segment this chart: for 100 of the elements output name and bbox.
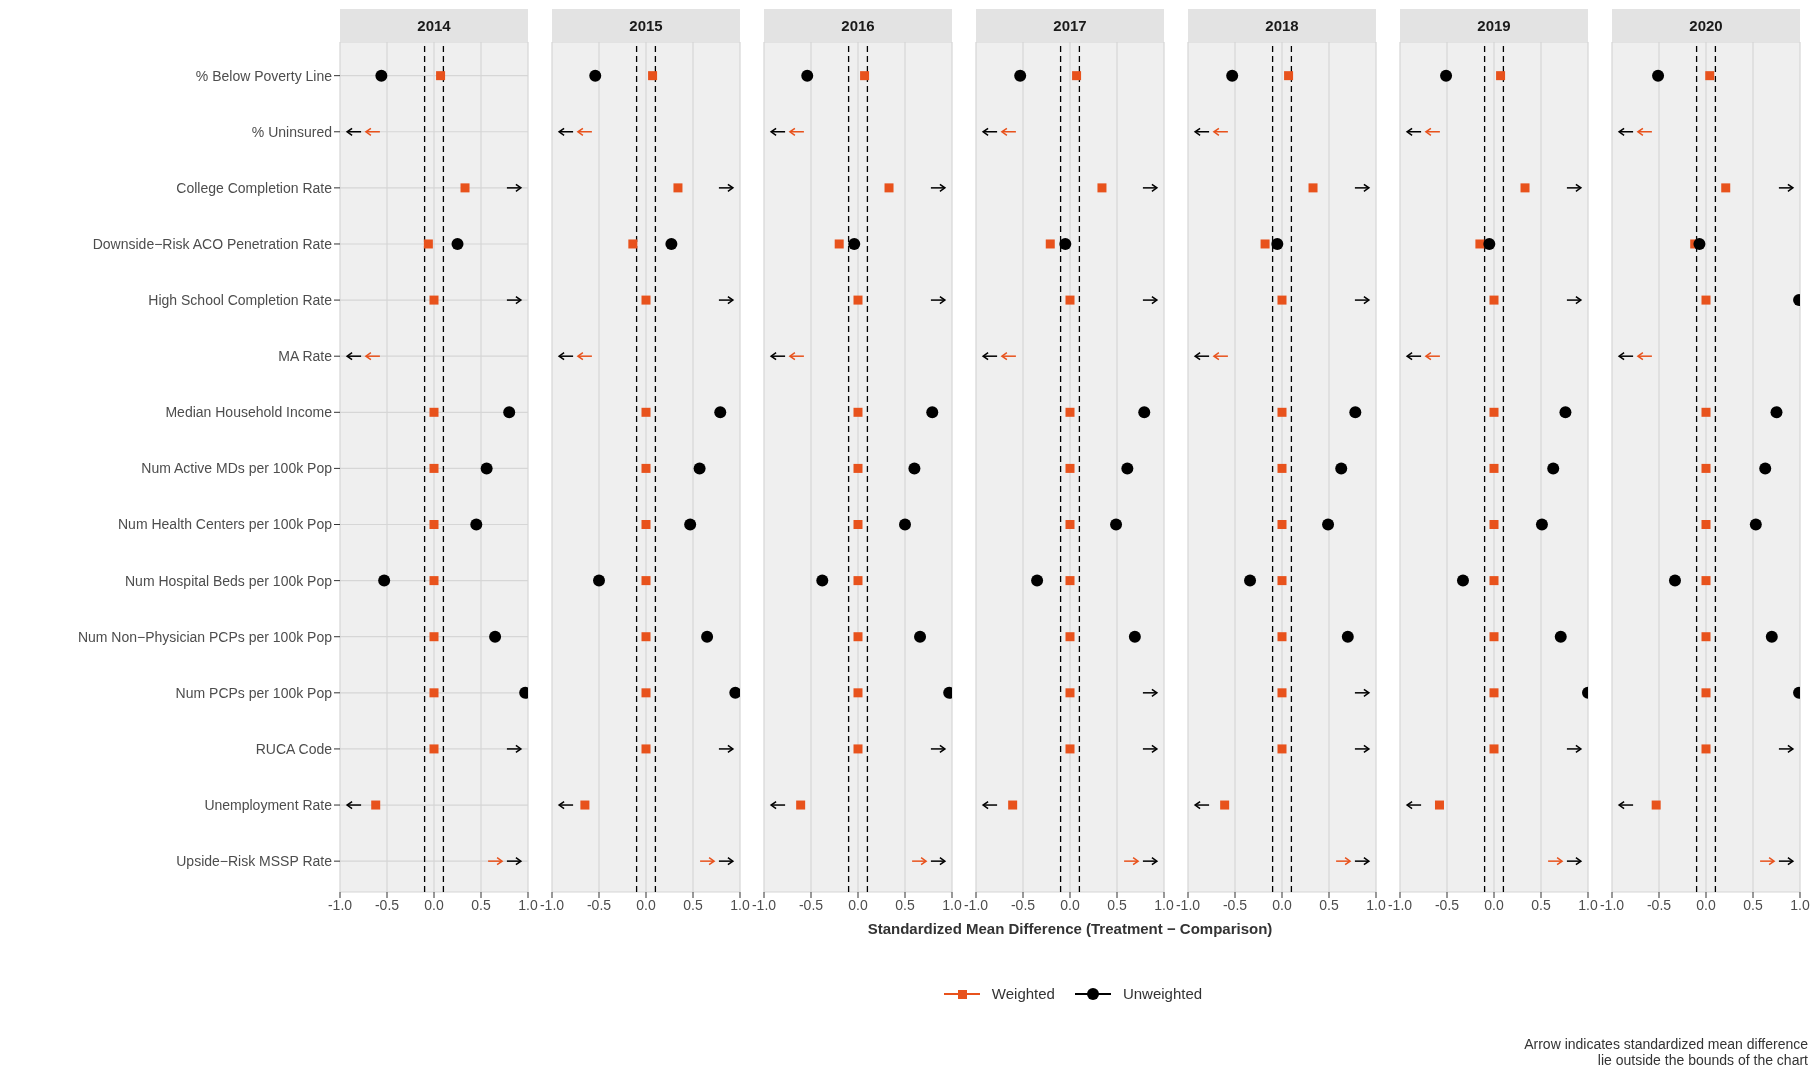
point xyxy=(1065,688,1075,698)
point xyxy=(1701,520,1711,530)
y-tick-label: Num Active MDs per 100k Pop xyxy=(141,460,333,477)
point xyxy=(853,632,863,642)
point xyxy=(460,183,470,193)
point xyxy=(884,183,894,193)
point xyxy=(1008,800,1018,810)
point xyxy=(593,574,605,587)
point xyxy=(1220,800,1230,810)
point xyxy=(853,688,863,698)
point xyxy=(429,576,439,586)
point xyxy=(1277,632,1287,642)
point xyxy=(1045,239,1055,249)
point xyxy=(1065,632,1075,642)
point xyxy=(1547,462,1560,475)
point xyxy=(853,407,863,417)
point xyxy=(1065,463,1075,473)
point xyxy=(1277,688,1287,698)
point xyxy=(1031,574,1044,587)
point xyxy=(1065,744,1075,754)
x-tick-label: 0.0 xyxy=(1060,896,1080,913)
x-tick-label: -0.5 xyxy=(1222,896,1248,913)
point xyxy=(1489,744,1499,754)
point xyxy=(1651,800,1661,810)
point xyxy=(1489,576,1499,586)
y-tick-label: Downside−Risk ACO Penetration Rate xyxy=(92,235,333,252)
point xyxy=(480,462,493,475)
chart-title: 2017 xyxy=(976,9,1164,42)
point xyxy=(1652,69,1665,82)
point xyxy=(1701,295,1711,305)
point xyxy=(665,237,678,250)
x-tick-label: 0.5 xyxy=(1743,896,1763,913)
point xyxy=(503,406,516,419)
point xyxy=(1765,630,1778,643)
y-tick-label: Num PCPs per 100k Pop xyxy=(175,684,333,701)
point xyxy=(801,69,814,82)
x-tick-label: 1.0 xyxy=(1366,896,1386,913)
point xyxy=(641,688,651,698)
chart-title: 2015 xyxy=(552,9,740,42)
chart-title: 2018 xyxy=(1188,9,1376,42)
point xyxy=(1701,407,1711,417)
x-tick-label: -1.0 xyxy=(539,896,565,913)
point xyxy=(1559,406,1572,419)
point xyxy=(853,295,863,305)
point xyxy=(1535,518,1548,531)
point xyxy=(899,518,911,531)
x-tick-label: 1.0 xyxy=(1790,896,1810,913)
point xyxy=(1489,407,1499,417)
x-tick-label: 1.0 xyxy=(942,896,962,913)
point xyxy=(1701,632,1711,642)
point xyxy=(1308,183,1318,193)
legend-label: Unweighted xyxy=(1122,985,1203,1002)
point xyxy=(1226,69,1239,82)
point xyxy=(914,630,927,643)
legend-label: Weighted xyxy=(991,985,1055,1002)
x-tick-label: -1.0 xyxy=(751,896,777,913)
point xyxy=(1701,576,1711,586)
x-tick-label: 0.5 xyxy=(683,896,703,913)
point xyxy=(1770,406,1783,419)
point xyxy=(1277,295,1287,305)
point xyxy=(1456,574,1469,587)
x-tick-label: 0.0 xyxy=(636,896,656,913)
x-tick-label: 1.0 xyxy=(730,896,750,913)
point xyxy=(853,744,863,754)
x-tick-label: -1.0 xyxy=(1387,896,1413,913)
x-tick-label: -0.5 xyxy=(1010,896,1036,913)
point xyxy=(429,632,439,642)
point xyxy=(673,183,683,193)
y-tick-label: MA Rate xyxy=(278,348,333,365)
point xyxy=(1701,744,1711,754)
point xyxy=(1244,574,1257,587)
point xyxy=(1277,744,1287,754)
x-tick-label: 0.0 xyxy=(1696,896,1716,913)
point xyxy=(429,520,439,530)
y-tick-label: College Completion Rate xyxy=(176,179,333,196)
x-tick-label: -0.5 xyxy=(586,896,612,913)
point xyxy=(429,295,439,305)
x-axis-title: Standardized Mean Difference (Treatment − Comparison) xyxy=(866,920,1274,937)
point xyxy=(796,800,806,810)
point xyxy=(429,407,439,417)
point xyxy=(1693,237,1706,250)
y-tick-label: Num Health Centers per 100k Pop xyxy=(118,516,333,533)
chart-title: 2019 xyxy=(1400,9,1588,42)
x-tick-label: -0.5 xyxy=(1434,896,1460,913)
point xyxy=(1128,630,1141,643)
point xyxy=(1489,688,1499,698)
point xyxy=(1483,237,1496,250)
point xyxy=(378,574,391,587)
point xyxy=(1322,518,1335,531)
x-tick-label: 1.0 xyxy=(1154,896,1174,913)
point xyxy=(1065,576,1075,586)
point xyxy=(848,237,861,250)
point xyxy=(1097,183,1107,193)
y-tick-label: Unemployment Rate xyxy=(204,797,333,814)
point xyxy=(816,574,829,587)
y-tick-label: Num Non−Physician PCPs per 100k Pop xyxy=(77,628,333,645)
x-tick-label: 0.0 xyxy=(848,896,868,913)
x-tick-label: -0.5 xyxy=(1646,896,1672,913)
point xyxy=(908,462,921,475)
x-tick-label: 0.0 xyxy=(424,896,444,913)
